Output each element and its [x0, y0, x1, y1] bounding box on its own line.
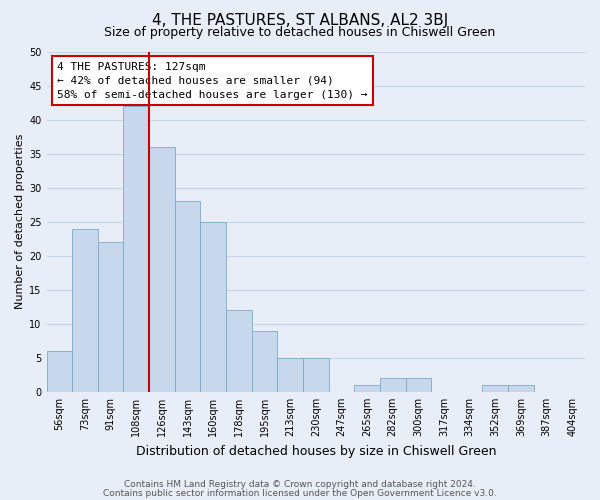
Bar [72, 228, 98, 392]
Text: 4 THE PASTURES: 127sqm
← 42% of detached houses are smaller (94)
58% of semi-det: 4 THE PASTURES: 127sqm ← 42% of detached… [57, 62, 368, 100]
Bar [226, 310, 251, 392]
Bar [124, 106, 149, 392]
Bar [406, 378, 431, 392]
Text: Size of property relative to detached houses in Chiswell Green: Size of property relative to detached ho… [104, 26, 496, 39]
Y-axis label: Number of detached properties: Number of detached properties [15, 134, 25, 310]
Bar [98, 242, 124, 392]
Bar [200, 222, 226, 392]
Bar [175, 202, 200, 392]
Text: 4, THE PASTURES, ST ALBANS, AL2 3BJ: 4, THE PASTURES, ST ALBANS, AL2 3BJ [152, 12, 448, 28]
Bar [508, 385, 534, 392]
Bar [251, 330, 277, 392]
Bar [149, 147, 175, 392]
Text: Contains HM Land Registry data © Crown copyright and database right 2024.: Contains HM Land Registry data © Crown c… [124, 480, 476, 489]
Bar [303, 358, 329, 392]
Bar [277, 358, 303, 392]
Text: Contains public sector information licensed under the Open Government Licence v3: Contains public sector information licen… [103, 488, 497, 498]
Bar [354, 385, 380, 392]
X-axis label: Distribution of detached houses by size in Chiswell Green: Distribution of detached houses by size … [136, 444, 496, 458]
Bar [47, 351, 72, 392]
Bar [380, 378, 406, 392]
Bar [482, 385, 508, 392]
